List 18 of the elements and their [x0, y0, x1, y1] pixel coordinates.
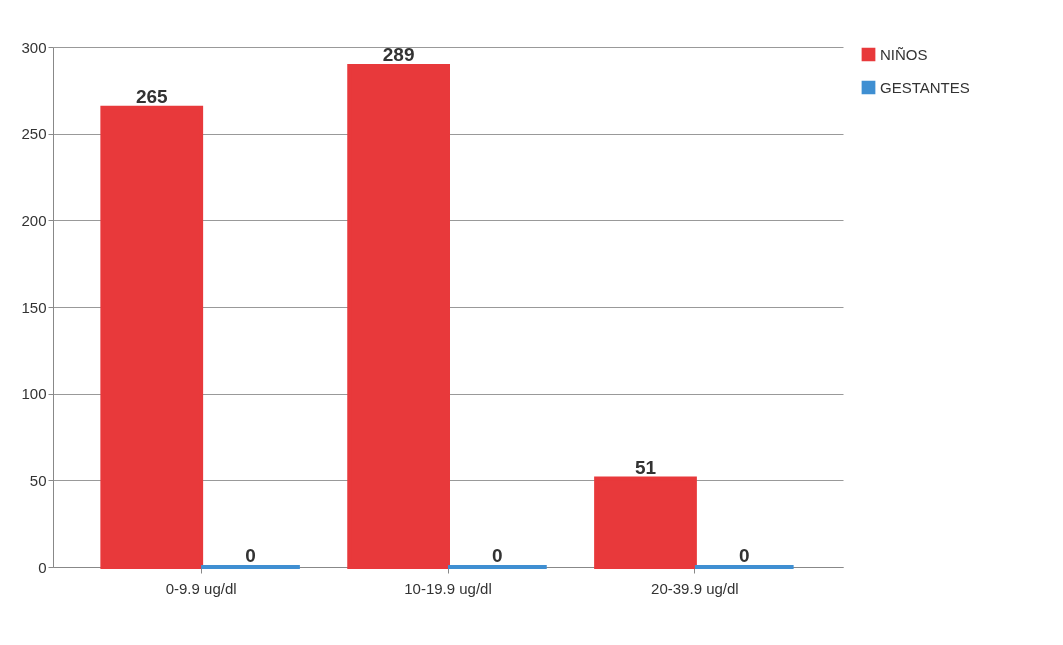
- data-label: 265: [135, 85, 169, 107]
- data-label: 0: [245, 545, 256, 566]
- y-tick-label: 0: [38, 558, 47, 576]
- data-label: 289: [382, 44, 415, 66]
- data-label: 0: [738, 545, 750, 566]
- y-tick-label: 100: [21, 385, 47, 403]
- legend-label: NIÑOS: [880, 45, 928, 63]
- x-tick-label: 10-19.9 ug/dl: [404, 579, 492, 597]
- y-tick-label: 50: [29, 471, 47, 489]
- y-tick-label: 300: [21, 38, 47, 56]
- y-tick-label: 200: [21, 211, 47, 229]
- x-tick-label: 20-39.9 ug/dl: [651, 579, 739, 597]
- data-label: 0: [492, 545, 503, 566]
- data-label: 51: [634, 456, 657, 478]
- x-tick-label: 0-9.9 ug/dl: [165, 579, 237, 597]
- y-tick-label: 150: [21, 298, 47, 316]
- y-tick-label: 250: [21, 125, 47, 143]
- legend-label: GESTANTES: [880, 78, 970, 96]
